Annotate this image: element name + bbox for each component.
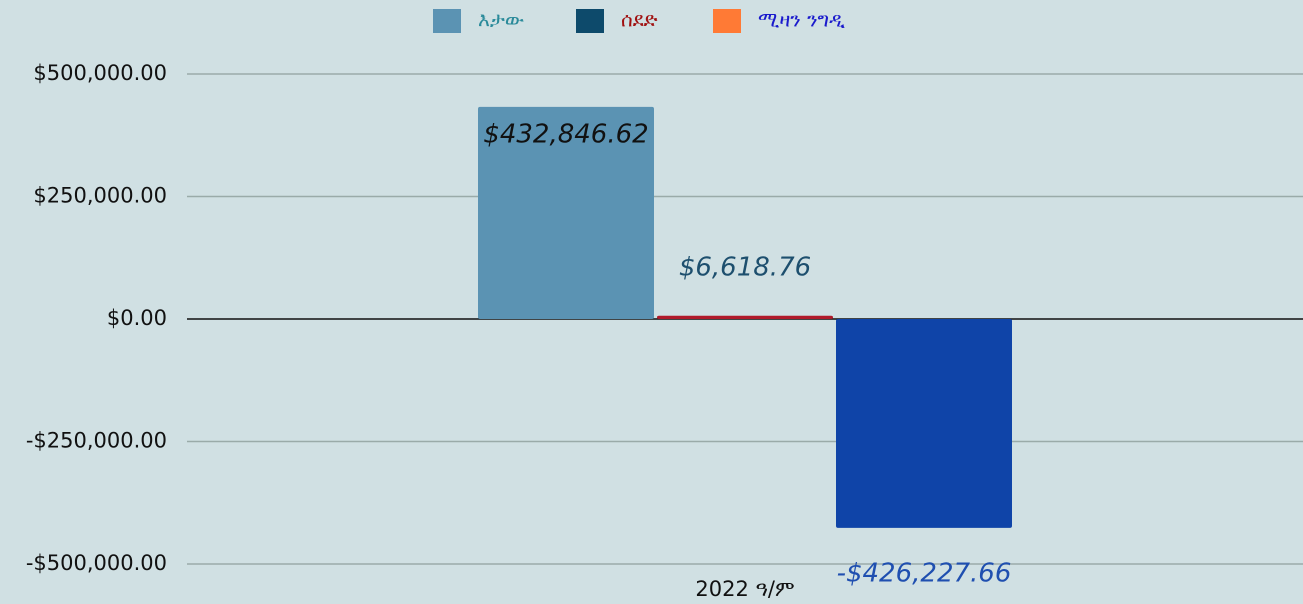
y-tick-label: $250,000.00	[33, 184, 167, 208]
legend-swatch	[433, 9, 461, 33]
data-label: $432,846.62	[483, 119, 648, 149]
data-label: -$426,227.66	[837, 558, 1012, 588]
data-label: $6,618.76	[679, 252, 811, 282]
legend-label: እታው	[478, 8, 524, 32]
legend-swatch	[576, 9, 604, 33]
y-tick-label: $500,000.00	[33, 61, 167, 85]
legend-label: ሚዛን ንግዲ	[758, 8, 845, 32]
bar	[478, 106, 654, 320]
y-tick-label: -$500,000.00	[26, 551, 167, 575]
y-tick-label: -$250,000.00	[26, 429, 167, 453]
x-tick-label: 2022 ዓ/ም	[695, 577, 794, 601]
bar	[836, 319, 1012, 528]
legend-swatch	[713, 9, 741, 33]
y-tick-label: $0.00	[107, 306, 167, 330]
bar	[657, 315, 833, 319]
legend-label: ሰደድ	[621, 8, 658, 32]
